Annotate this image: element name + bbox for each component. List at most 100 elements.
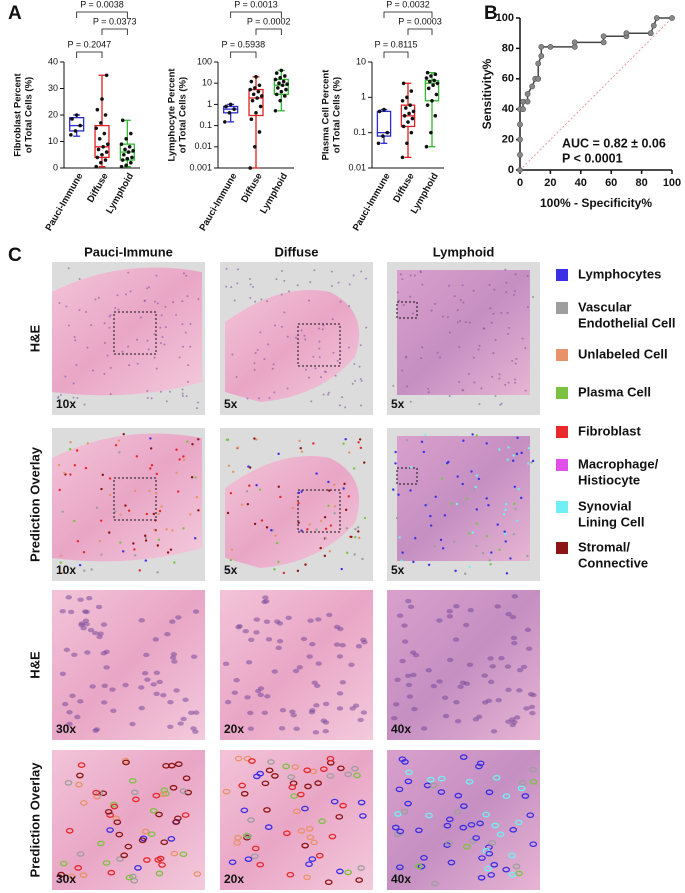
data-point bbox=[249, 117, 254, 122]
data-point bbox=[405, 95, 409, 100]
data-point bbox=[433, 72, 438, 77]
cell-prediction bbox=[298, 439, 301, 443]
nucleus bbox=[263, 619, 271, 624]
nucleus bbox=[90, 324, 93, 327]
nucleus bbox=[139, 316, 142, 319]
nucleus bbox=[309, 281, 312, 284]
cell-prediction bbox=[155, 492, 158, 495]
nucleus bbox=[485, 698, 493, 704]
nucleus bbox=[360, 379, 363, 382]
cell-prediction bbox=[246, 502, 250, 506]
nucleus bbox=[487, 656, 494, 661]
cell-prediction bbox=[57, 871, 65, 878]
nucleus bbox=[271, 367, 274, 370]
cell-prediction bbox=[58, 488, 61, 492]
y-tick-label: 10 bbox=[48, 136, 58, 146]
cell-prediction bbox=[461, 482, 464, 486]
nucleus bbox=[307, 618, 314, 623]
cell-prediction bbox=[340, 567, 343, 571]
y-axis-label: Lymphocyte Percent bbox=[167, 68, 178, 162]
cell-prediction bbox=[127, 509, 131, 512]
cell-prediction bbox=[297, 828, 306, 834]
cell-prediction bbox=[513, 485, 517, 488]
data-point bbox=[96, 147, 101, 152]
nucleus bbox=[192, 609, 200, 614]
tissue bbox=[52, 433, 202, 562]
cell-prediction bbox=[100, 553, 103, 556]
nucleus bbox=[146, 397, 149, 400]
data-point bbox=[104, 150, 109, 154]
cell-prediction bbox=[345, 527, 349, 530]
nucleus bbox=[289, 709, 296, 714]
y-tick-label: 30 bbox=[48, 83, 58, 93]
y-axis-label: Fibroblast Percent bbox=[13, 72, 24, 156]
cell-prediction bbox=[134, 554, 137, 557]
cell-prediction bbox=[363, 516, 367, 520]
nucleus bbox=[136, 362, 139, 365]
nucleus bbox=[188, 710, 195, 716]
cell-prediction bbox=[401, 551, 404, 554]
nucleus bbox=[446, 614, 453, 619]
cell-prediction bbox=[308, 523, 311, 526]
nucleus bbox=[456, 309, 459, 312]
nucleus bbox=[271, 669, 278, 674]
nucleus bbox=[279, 708, 287, 713]
p-value: P = 0.0002 bbox=[247, 16, 291, 26]
nucleus bbox=[97, 296, 100, 299]
cell-prediction bbox=[149, 467, 152, 470]
cell-prediction bbox=[138, 837, 147, 844]
cell-prediction bbox=[319, 519, 323, 523]
cell-prediction bbox=[478, 855, 486, 861]
nucleus bbox=[156, 302, 159, 305]
nucleus bbox=[150, 397, 153, 400]
cell-prediction bbox=[72, 519, 76, 523]
data-point bbox=[104, 73, 109, 78]
nucleus bbox=[413, 274, 416, 277]
column-header: Lymphoid bbox=[433, 244, 495, 259]
cell-prediction bbox=[104, 808, 113, 815]
nucleus bbox=[391, 715, 398, 721]
nucleus bbox=[290, 712, 297, 718]
p-value: P = 0.0038 bbox=[80, 0, 124, 9]
cell-prediction bbox=[498, 548, 501, 551]
nucleus bbox=[347, 346, 350, 349]
cell-prediction bbox=[144, 559, 148, 562]
cell-prediction bbox=[100, 487, 103, 491]
cell-prediction bbox=[344, 508, 348, 512]
nucleus bbox=[500, 402, 503, 405]
nucleus bbox=[109, 366, 112, 369]
nucleus bbox=[481, 673, 488, 678]
cell-prediction bbox=[120, 852, 129, 859]
y-tick-label: 1 bbox=[361, 92, 366, 102]
cell-prediction bbox=[119, 513, 122, 516]
column-header: Diffuse bbox=[274, 244, 318, 259]
nucleus bbox=[513, 289, 516, 292]
nucleus bbox=[507, 381, 510, 384]
nucleus bbox=[95, 604, 103, 610]
cell-prediction bbox=[481, 551, 485, 555]
data-point bbox=[278, 98, 282, 103]
cell-prediction bbox=[244, 856, 253, 863]
cell-prediction bbox=[255, 483, 258, 487]
nucleus bbox=[504, 383, 507, 386]
y-tick-label: 0.001 bbox=[189, 162, 212, 172]
nucleus bbox=[283, 311, 286, 314]
cell-prediction bbox=[475, 434, 479, 437]
cell-prediction bbox=[414, 536, 417, 540]
cell-prediction bbox=[226, 568, 230, 571]
nucleus bbox=[526, 306, 529, 309]
nucleus bbox=[359, 404, 362, 407]
nucleus bbox=[308, 299, 311, 302]
cell-prediction bbox=[319, 546, 322, 550]
tissue bbox=[397, 270, 530, 395]
nucleus bbox=[63, 647, 71, 653]
cell-prediction bbox=[169, 784, 178, 791]
nucleus bbox=[261, 710, 269, 715]
cell-prediction bbox=[178, 458, 181, 461]
nucleus bbox=[494, 339, 497, 342]
nucleus bbox=[333, 624, 341, 630]
tissue bbox=[225, 456, 360, 568]
y-tick-label: 0.01 bbox=[194, 141, 212, 151]
cell-prediction bbox=[509, 557, 512, 560]
cell-prediction bbox=[144, 539, 148, 542]
